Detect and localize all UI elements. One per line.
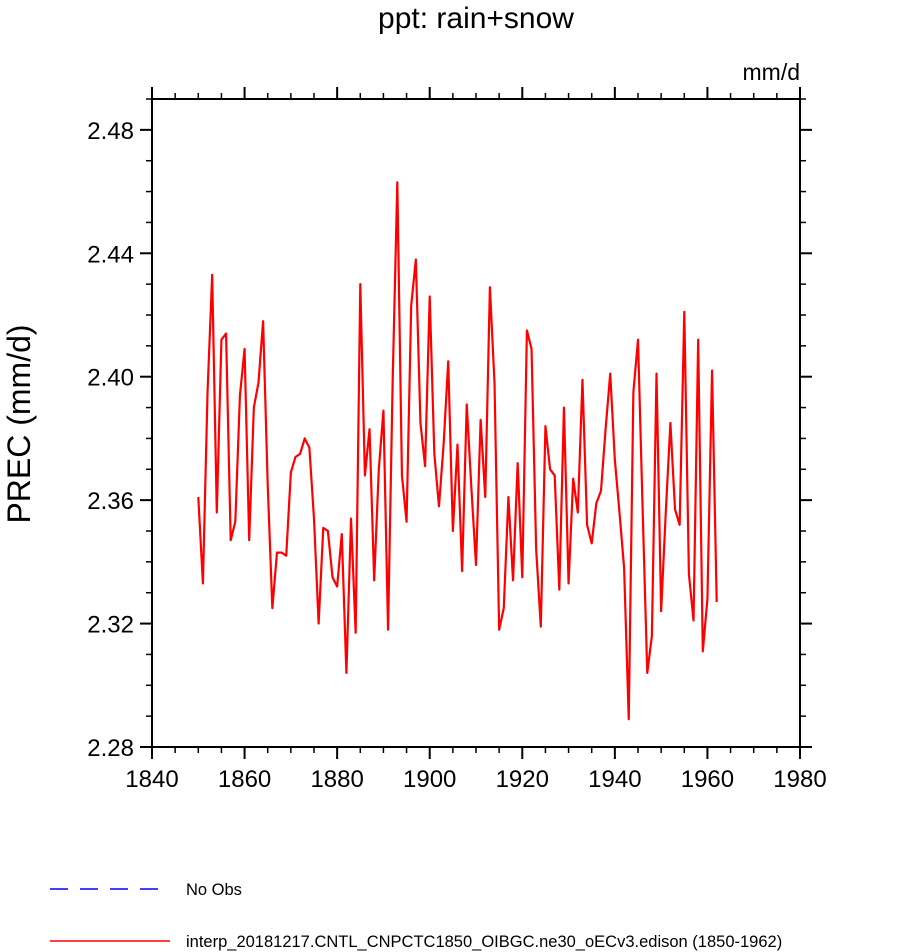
legend-label-0: No Obs	[186, 881, 242, 899]
series-line-1	[197, 181, 718, 721]
y-tick-label: 2.48	[87, 118, 134, 145]
y-tick-label: 2.40	[87, 365, 134, 392]
chart-title: ppt: rain+snow	[378, 2, 574, 35]
axis-ticks	[140, 87, 812, 759]
legend: No Obs interp_20181217.CNTL_CNPCTC1850_OI…	[50, 881, 782, 951]
x-tick-label: 1960	[681, 766, 734, 793]
x-tick-label: 1880	[310, 766, 363, 793]
units-label: mm/d	[743, 59, 801, 85]
x-tick-label: 1940	[588, 766, 641, 793]
x-tick-label: 1980	[773, 766, 826, 793]
x-tick-label: 1840	[125, 766, 178, 793]
y-tick-label: 2.32	[87, 612, 134, 639]
series-lines	[197, 181, 718, 721]
y-tick-label: 2.28	[87, 735, 134, 762]
y-axis-label: PREC (mm/d)	[1, 324, 37, 523]
x-tick-label: 1860	[218, 766, 271, 793]
y-tick-label: 2.36	[87, 488, 134, 515]
axis-tick-labels: 1840 1860 1880 1900 1920 1940 1960 1980 2.28 2.32…	[87, 118, 826, 793]
x-tick-label: 1920	[496, 766, 549, 793]
x-tick-label: 1900	[403, 766, 456, 793]
y-tick-label: 2.44	[87, 241, 134, 268]
legend-label-1: interp_20181217.CNTL_CNPCTC1850_OIBGC.ne…	[186, 933, 782, 951]
